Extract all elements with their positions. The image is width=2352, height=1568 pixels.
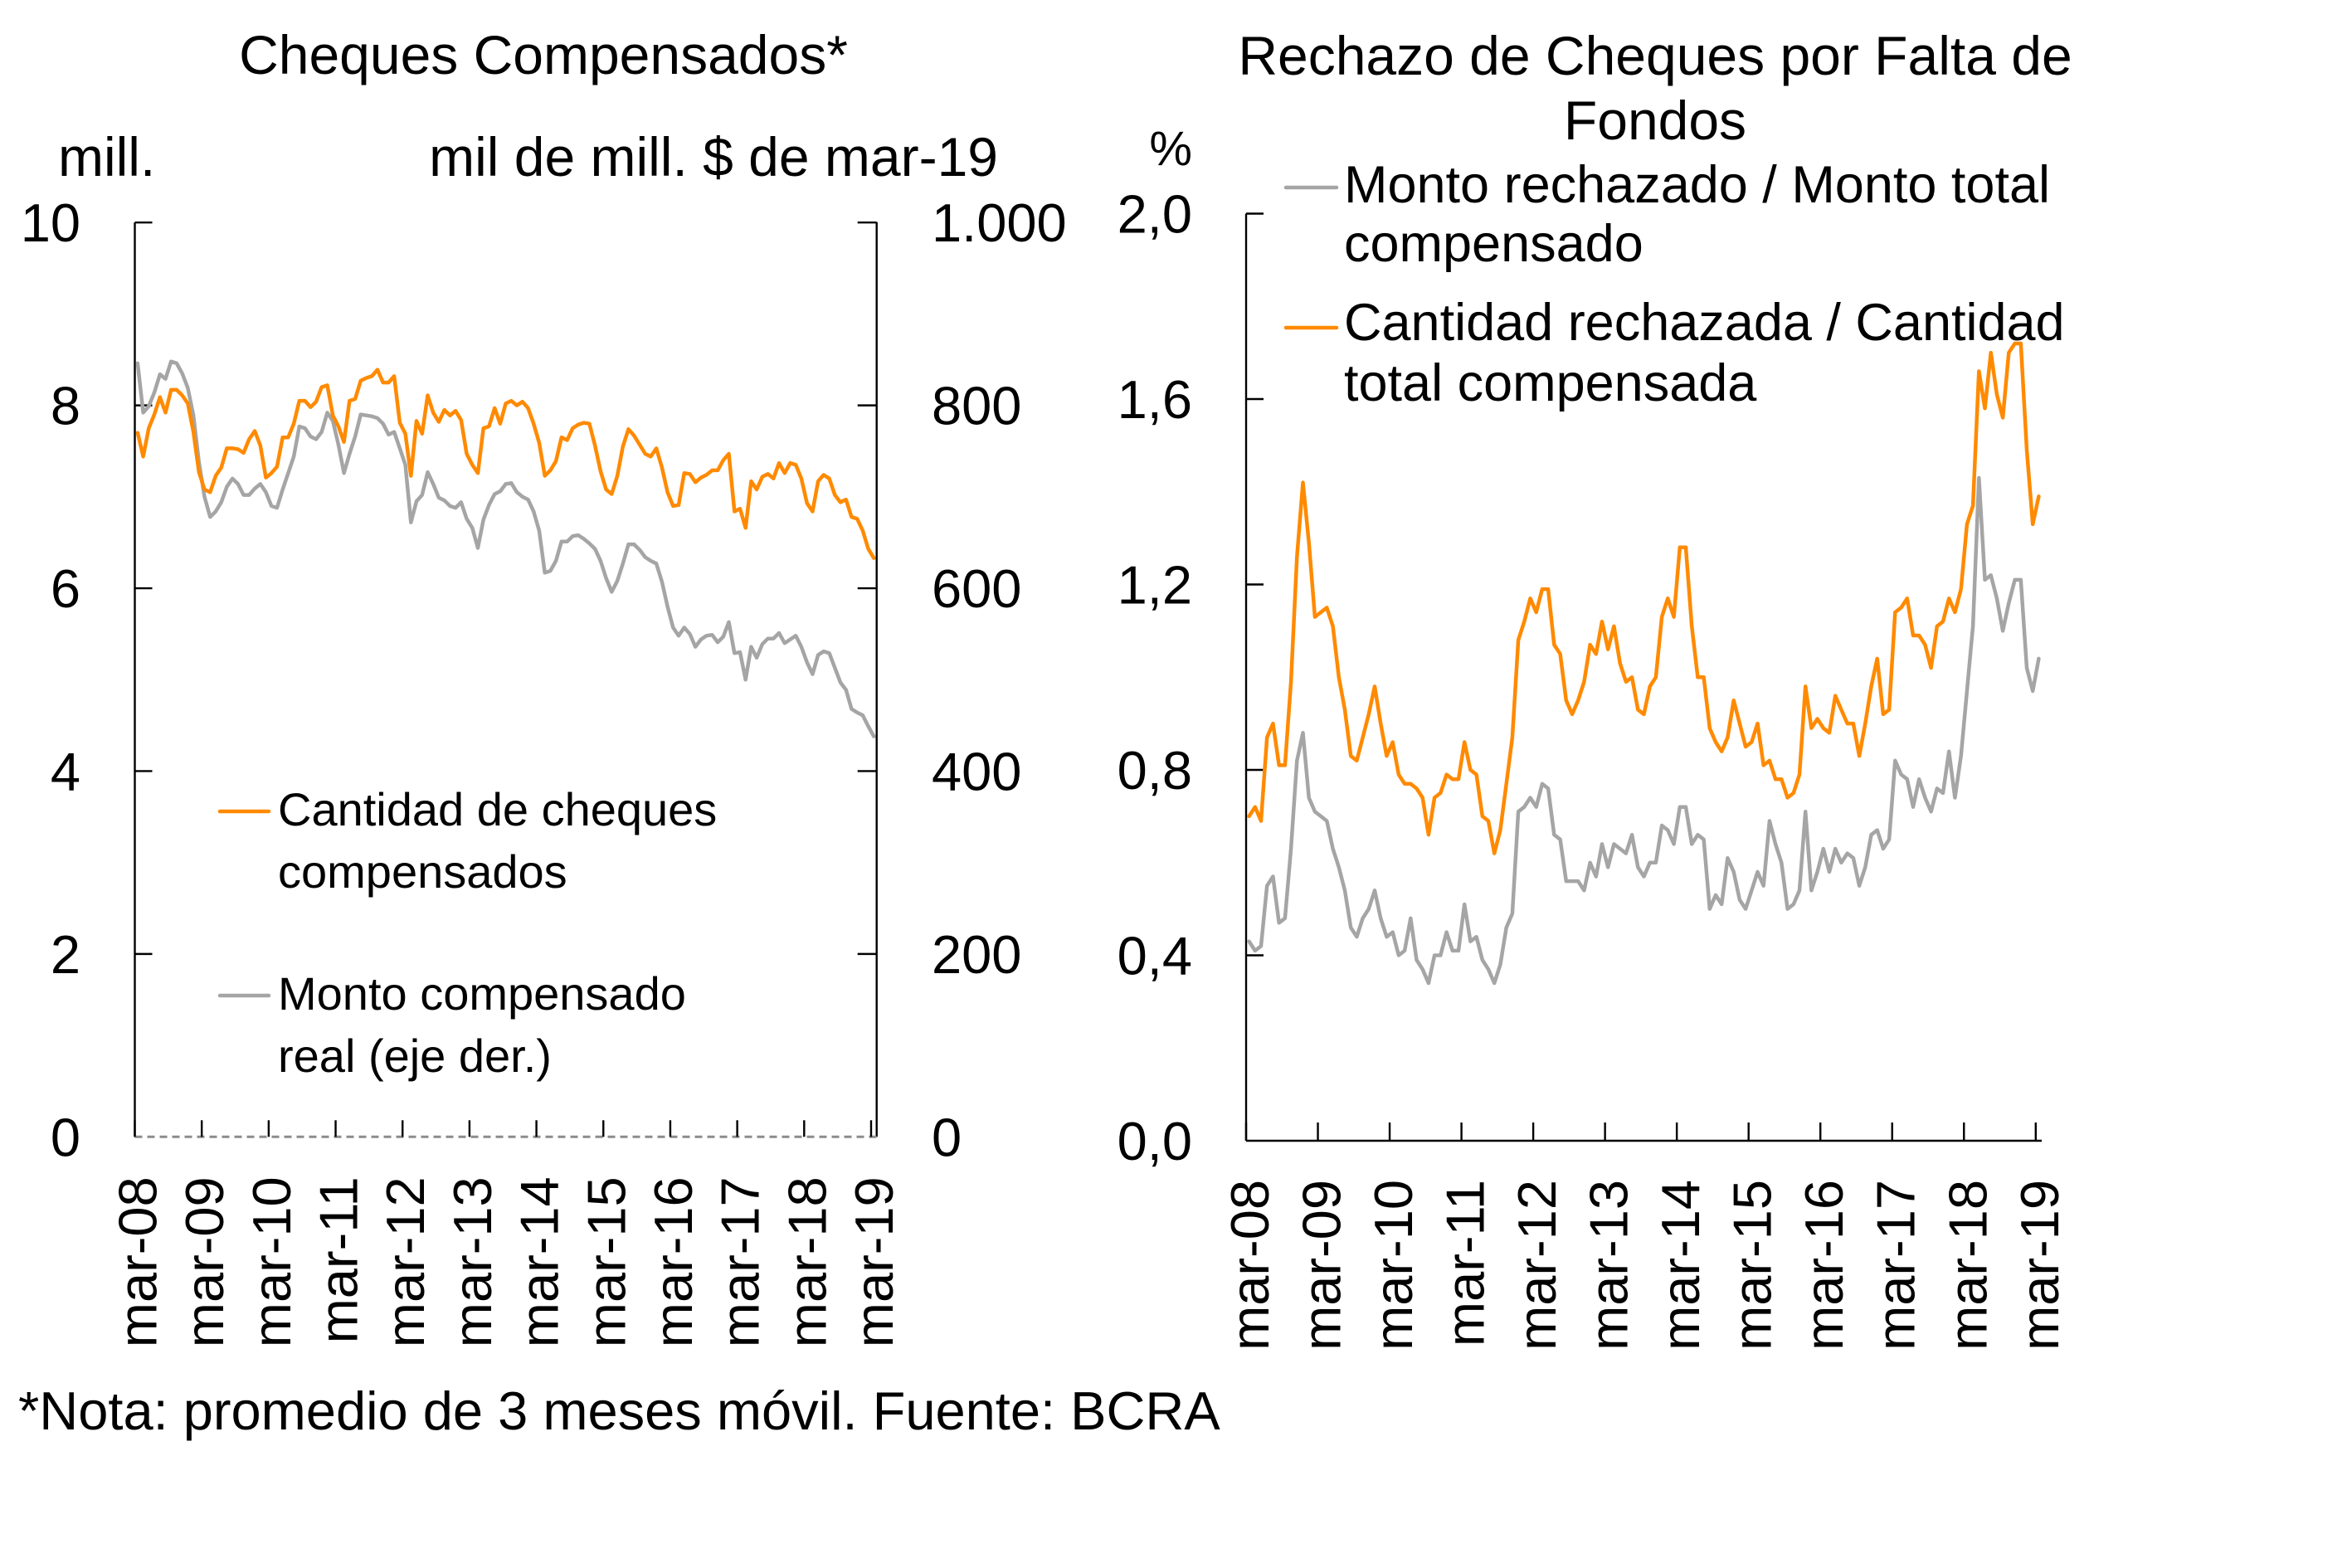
x-tick-label: mar-14: [1650, 1180, 1711, 1351]
y-tick-label: 0,4: [1118, 926, 1192, 986]
left-chart-series: [135, 359, 876, 738]
x-tick-label: mar-08: [1220, 1180, 1280, 1351]
x-tick-label: mar-13: [1579, 1180, 1639, 1351]
y-right-tick-label: 1.000: [932, 192, 1067, 253]
legend-label-cantidad-rechazada-line2: total compensada: [1344, 354, 1757, 412]
y-tick-label: 1,2: [1118, 555, 1192, 616]
x-tick-label: mar-16: [643, 1176, 704, 1347]
x-tick-label: mar-12: [375, 1176, 436, 1347]
right-chart-rechazo-cheques: Rechazo de Cheques por Falta de Fondos %…: [1118, 25, 2072, 1351]
y-axis-unit-percent: %: [1149, 122, 1192, 176]
x-tick-label: mar-09: [174, 1176, 235, 1347]
x-tick-label: mar-18: [777, 1176, 837, 1347]
x-tick-label: mar-13: [442, 1176, 503, 1347]
y-right-tick-label: 200: [932, 924, 1021, 985]
y-right-tick-label: 400: [932, 741, 1021, 801]
x-tick-label: mar-15: [576, 1176, 636, 1347]
legend-label-monto-compensado-line2: real (eje der.): [278, 1030, 552, 1082]
right-chart-series: [1247, 341, 2041, 986]
left-chart-cheques-compensados: Cheques Compensados* mill. mil de mill. …: [21, 24, 1067, 1347]
y-tick-label: 1,6: [1118, 369, 1192, 430]
left-y-axis-unit-label: mill.: [58, 126, 155, 187]
x-tick-label: mar-19: [2009, 1180, 2070, 1351]
y-right-tick-label: 0: [932, 1107, 962, 1167]
y-left-tick-label: 0: [51, 1107, 80, 1167]
right-chart-title-line1: Rechazo de Cheques por Falta de: [1238, 25, 2072, 86]
y-left-tick-label: 2: [51, 924, 80, 985]
right-chart-legend: Monto rechazado / Monto total compensado…: [1283, 156, 2065, 412]
legend-label-monto-compensado-line1: Monto compensado: [278, 967, 686, 1020]
right-chart-title-line2: Fondos: [1564, 90, 1746, 151]
x-tick-label: mar-11: [1435, 1180, 1496, 1346]
x-tick-label: mar-08: [108, 1176, 168, 1347]
x-tick-label: mar-10: [241, 1176, 302, 1347]
y-left-tick-label: 8: [51, 376, 80, 436]
legend-label-cantidad-cheques-line1: Cantidad de cheques: [278, 783, 717, 835]
y-right-tick-label: 800: [932, 376, 1021, 436]
left-chart-legend: Cantidad de cheques compensados Monto co…: [217, 783, 717, 1082]
legend-label-cantidad-rechazada-line1: Cantidad rechazada / Cantidad: [1344, 294, 2065, 352]
series-line-monto-rechazado: [1247, 475, 2041, 986]
y-tick-label: 0,0: [1118, 1111, 1192, 1171]
y-right-tick-label: 600: [932, 558, 1021, 619]
y-tick-label: 2,0: [1118, 184, 1192, 245]
x-tick-label: mar-12: [1507, 1180, 1567, 1351]
y-left-tick-label: 10: [21, 192, 80, 253]
y-left-tick-label: 6: [51, 558, 80, 619]
x-tick-label: mar-14: [509, 1176, 570, 1347]
x-tick-label: mar-11: [309, 1176, 369, 1343]
x-tick-label: mar-17: [1866, 1180, 1926, 1351]
x-tick-label: mar-19: [844, 1176, 904, 1347]
x-tick-label: mar-15: [1722, 1180, 1783, 1351]
x-tick-label: mar-17: [710, 1176, 771, 1347]
x-tick-label: mar-16: [1794, 1180, 1854, 1351]
legend-label-monto-rechazado-line2: compensado: [1344, 215, 1643, 273]
x-tick-label: mar-18: [1937, 1180, 1998, 1351]
x-tick-label: mar-09: [1292, 1180, 1352, 1351]
y-tick-label: 0,8: [1118, 740, 1192, 801]
series-line-cantidad-cheques-compensados: [135, 368, 876, 560]
series-line-monto-compensado-real: [135, 359, 876, 738]
legend-label-monto-rechazado-line1: Monto rechazado / Monto total: [1344, 156, 2050, 214]
legend-label-cantidad-cheques-line2: compensados: [278, 845, 567, 898]
y-left-tick-label: 4: [51, 741, 80, 801]
x-tick-label: mar-10: [1363, 1180, 1424, 1351]
footnote-source-note: *Nota: promedio de 3 meses móvil. Fuente…: [18, 1381, 1220, 1441]
left-chart-title: Cheques Compensados*: [239, 24, 848, 85]
series-line-cantidad-rechazada: [1247, 341, 2041, 855]
right-y-axis-unit-label: mil de mill. $ de mar-19: [429, 126, 998, 187]
